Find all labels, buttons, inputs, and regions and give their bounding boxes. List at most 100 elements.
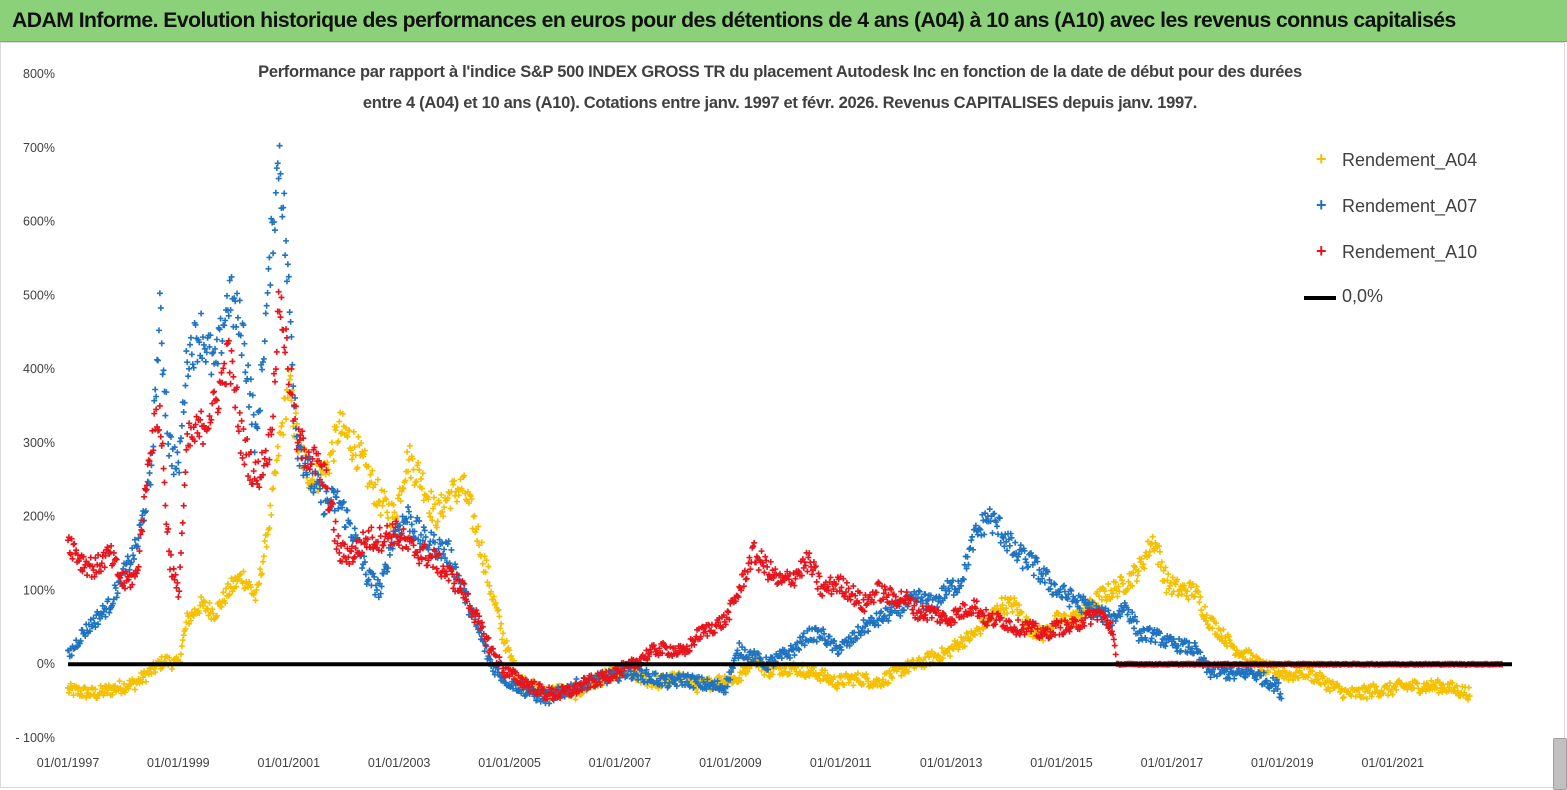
data-point [1454, 688, 1461, 695]
data-point [345, 554, 352, 561]
chart-subtitle: entre 4 (A04) et 10 ans (A10). Cotations… [362, 94, 1198, 112]
data-point [121, 689, 128, 696]
data-point [246, 403, 253, 410]
data-point [215, 405, 222, 412]
data-point [339, 410, 346, 417]
data-point [349, 558, 356, 565]
data-point [967, 636, 974, 643]
data-point [1102, 612, 1109, 619]
data-point [207, 419, 214, 426]
data-point [1006, 542, 1013, 549]
data-point [879, 617, 886, 624]
data-point [283, 278, 290, 285]
data-point [800, 630, 807, 637]
data-point [69, 555, 76, 562]
data-point [184, 430, 191, 437]
data-point [208, 371, 215, 378]
data-point [1181, 582, 1188, 589]
data-point [879, 618, 886, 625]
data-point [1089, 599, 1096, 606]
data-point [1111, 642, 1118, 649]
data-point [263, 543, 270, 550]
data-point [1014, 557, 1021, 564]
y-tick-label: 400% [23, 362, 55, 376]
data-point [150, 447, 157, 454]
data-point [385, 535, 392, 542]
data-point [338, 542, 345, 549]
data-point [1185, 596, 1192, 603]
data-point [272, 366, 279, 373]
data-point [792, 575, 799, 582]
data-point [629, 675, 636, 682]
data-point [448, 568, 455, 575]
data-point [758, 548, 765, 555]
data-point [73, 547, 80, 554]
data-point [279, 213, 286, 220]
data-point [408, 521, 415, 528]
data-point [171, 576, 178, 583]
data-point [262, 310, 269, 317]
data-point [170, 471, 177, 478]
data-point [175, 459, 182, 466]
data-point [1048, 633, 1055, 640]
data-point [952, 586, 959, 593]
data-point [977, 630, 984, 637]
data-point [183, 348, 190, 355]
data-point [1201, 603, 1208, 610]
data-point [1060, 583, 1067, 590]
data-point [178, 530, 185, 537]
data-point [1146, 548, 1153, 555]
data-point [1169, 574, 1176, 581]
data-point [897, 612, 904, 619]
data-point [259, 366, 266, 373]
data-point [806, 550, 813, 557]
data-point [139, 528, 146, 535]
data-point [411, 528, 418, 535]
data-point [65, 537, 71, 544]
data-point [1277, 690, 1284, 697]
data-point [83, 694, 90, 701]
data-point [1422, 688, 1429, 695]
data-point [166, 452, 173, 459]
data-point [1011, 595, 1018, 602]
data-point [683, 678, 690, 685]
scroll-handle[interactable] [1553, 738, 1567, 790]
data-point [380, 542, 387, 549]
data-point [98, 611, 105, 618]
data-point [1320, 673, 1327, 680]
data-point [464, 590, 471, 597]
data-point [1007, 530, 1014, 537]
data-point [1124, 611, 1131, 618]
data-point [281, 344, 288, 351]
data-point [1061, 588, 1068, 595]
data-point [960, 576, 967, 583]
data-point [303, 454, 310, 461]
data-point [346, 427, 353, 434]
data-point [139, 512, 146, 519]
data-point [1017, 608, 1024, 615]
data-point [1105, 580, 1112, 587]
data-point [769, 654, 776, 661]
data-point [750, 543, 757, 550]
data-point [104, 690, 111, 697]
legend-item-a07: + Rendement_A07 [1282, 194, 1510, 220]
data-point [165, 440, 172, 447]
data-point [306, 466, 313, 473]
data-point [481, 553, 488, 560]
data-point [159, 440, 166, 447]
data-point [143, 482, 150, 489]
data-point [889, 675, 896, 682]
data-point [383, 496, 390, 503]
data-point [888, 604, 895, 611]
data-point [492, 600, 499, 607]
legend-label-zero: 0,0% [1342, 286, 1384, 306]
data-point [913, 591, 920, 598]
data-point [316, 485, 323, 492]
data-point [988, 615, 995, 622]
x-tick-label: 01/01/2009 [699, 756, 762, 770]
data-point [328, 439, 335, 446]
data-point [177, 438, 184, 445]
data-point [321, 461, 328, 468]
data-point [451, 477, 458, 484]
data-point [359, 549, 366, 556]
